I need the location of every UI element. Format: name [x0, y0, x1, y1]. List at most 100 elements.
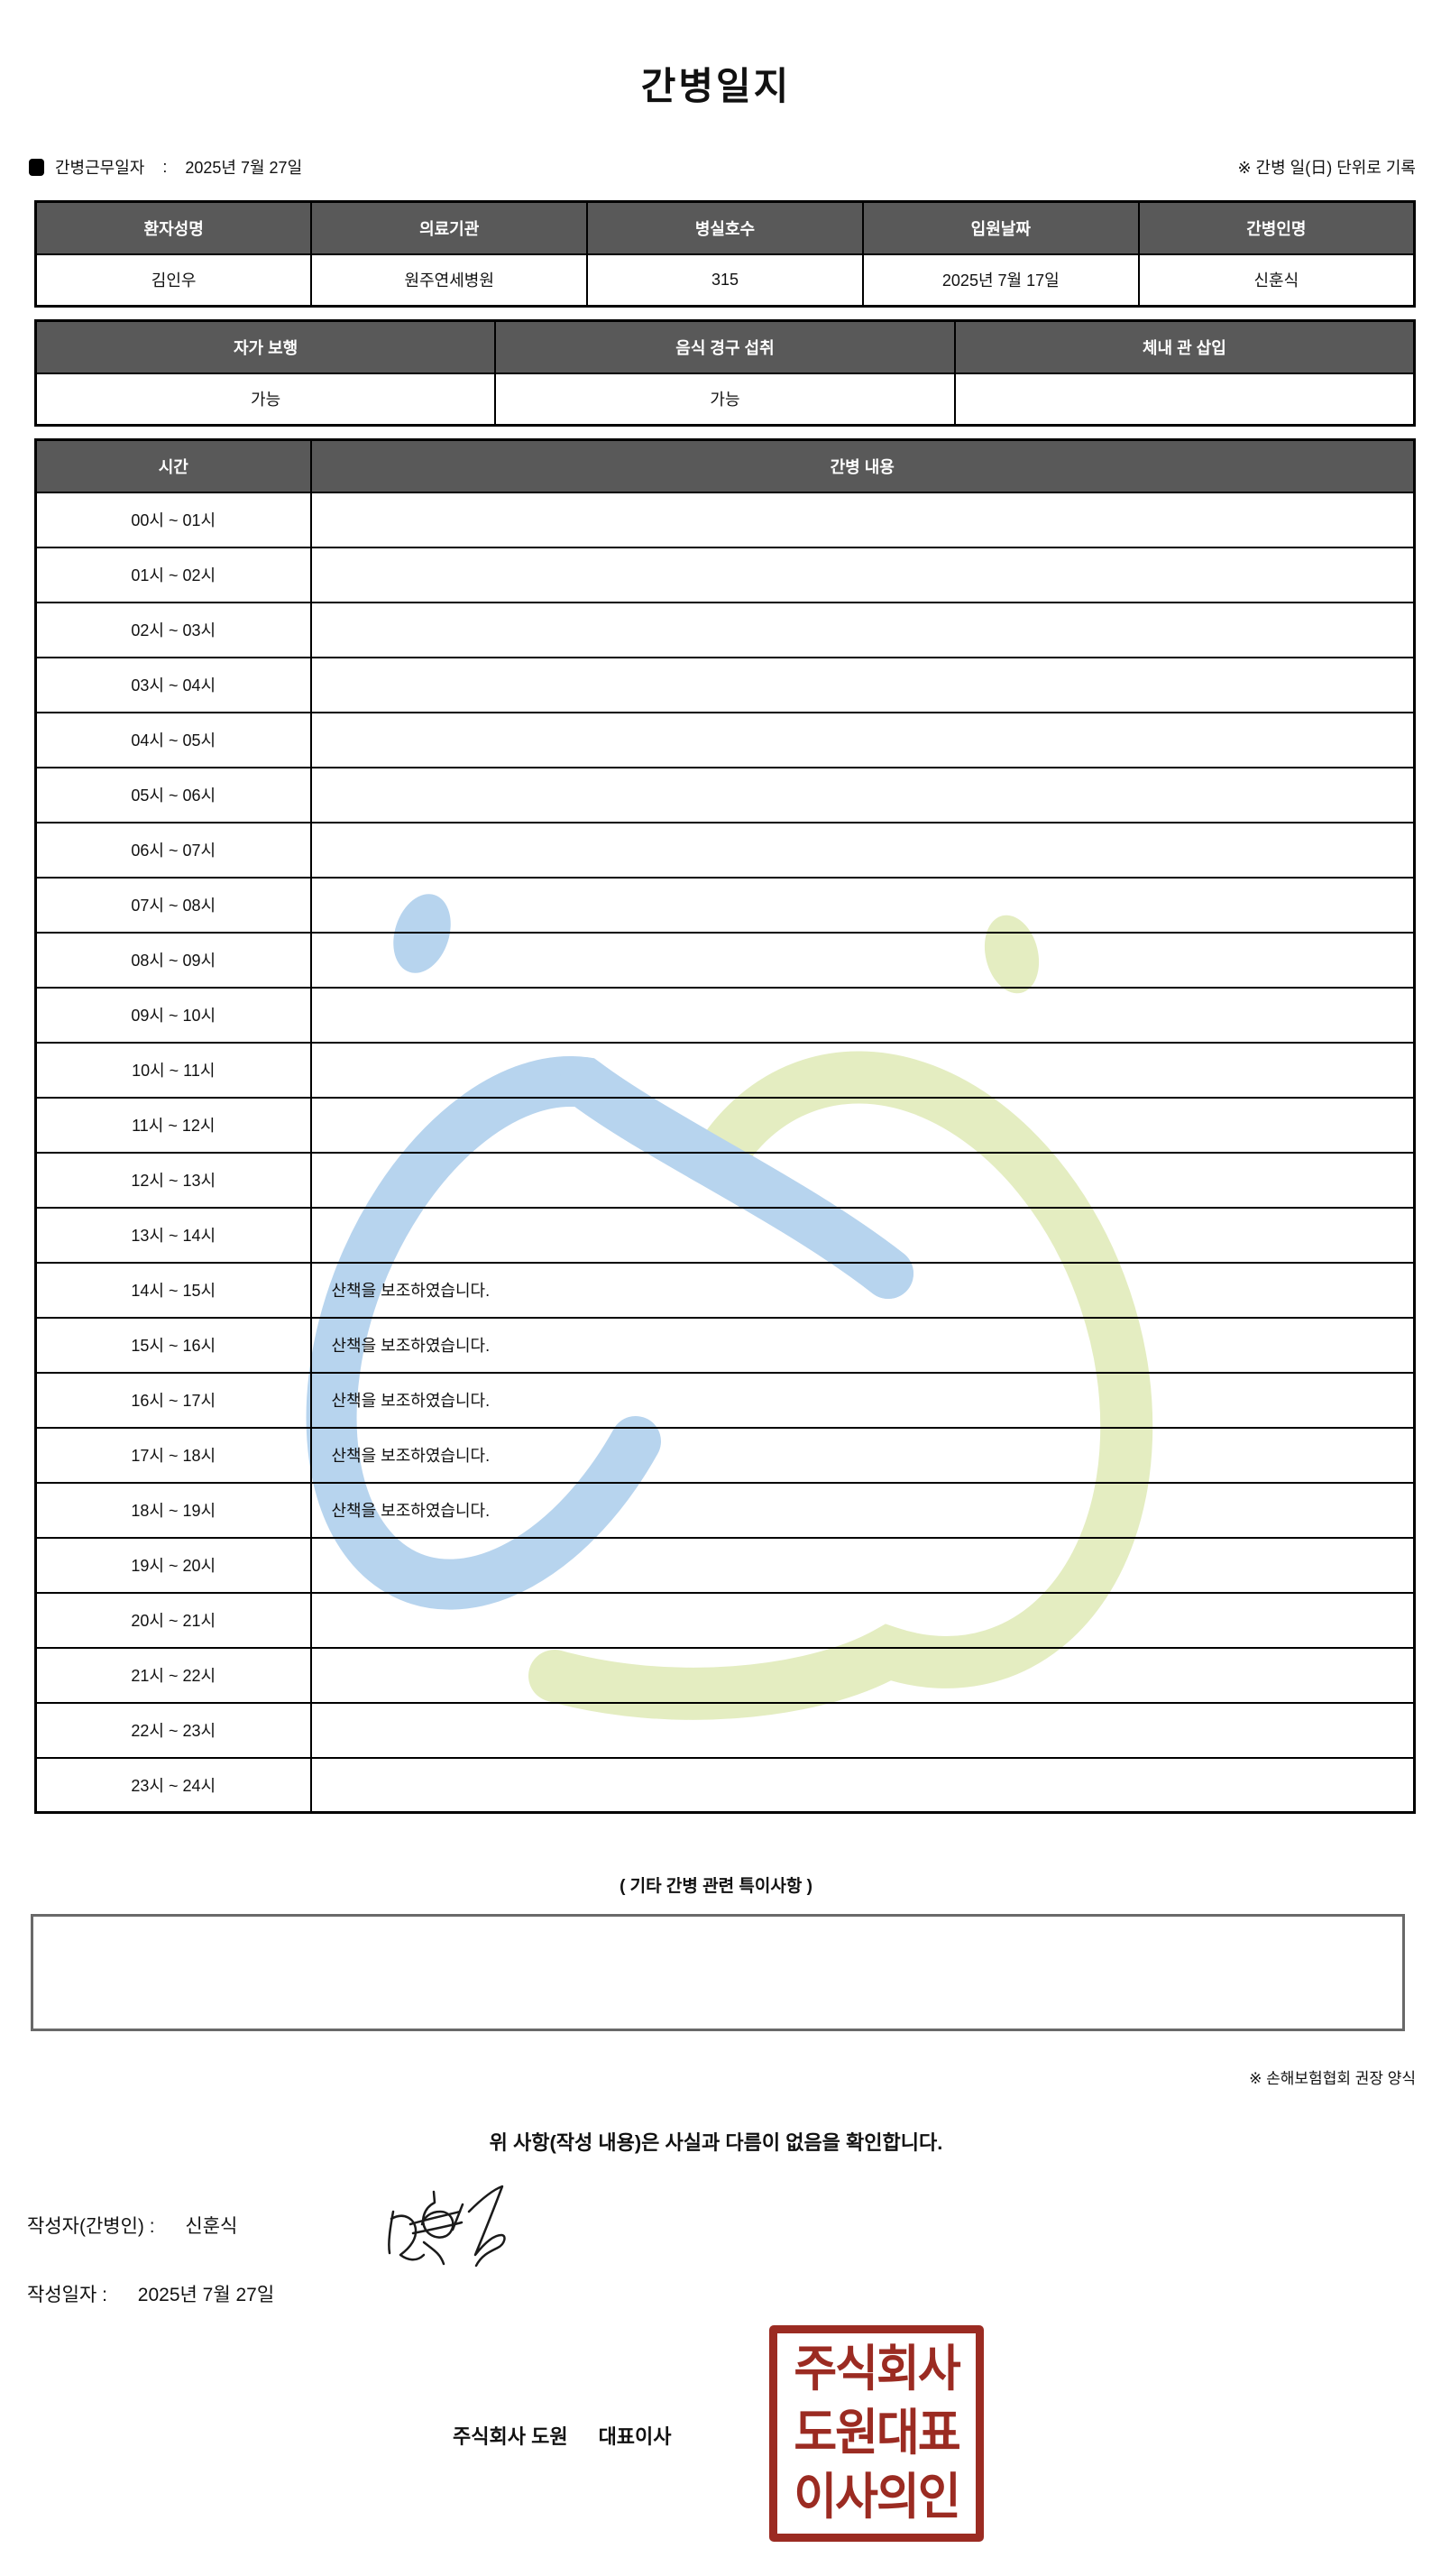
stamp-row: 주식회사	[794, 2341, 960, 2397]
table-row: 19시 ~ 20시	[34, 1536, 1416, 1594]
caregiver-name-value: 신훈식	[1137, 253, 1416, 308]
care-content-cell	[309, 1646, 1416, 1704]
table-row: 23시 ~ 24시	[34, 1756, 1416, 1814]
table-row: 09시 ~ 10시	[34, 986, 1416, 1044]
time-cell: 04시 ~ 05시	[34, 711, 312, 768]
table-row: 13시 ~ 14시	[34, 1206, 1416, 1264]
time-cell: 23시 ~ 24시	[34, 1756, 312, 1814]
caregiver-signature	[388, 2185, 506, 2268]
writer-label: 작성자(간병인) :	[27, 2216, 155, 2237]
written-date-value: 2025년 7월 27일	[137, 2285, 275, 2305]
table-row: 18시 ~ 19시 산책을 보조하였습니다.	[34, 1481, 1416, 1539]
corporate-seal-stamp: 주식회사 도원대표 이사의인	[769, 2325, 984, 2542]
table-row: 가능 가능	[34, 372, 1416, 427]
patient-name-value: 김인우	[34, 253, 313, 308]
writer-name: 신훈식	[185, 2216, 238, 2237]
time-cell: 17시 ~ 18시	[34, 1426, 312, 1484]
caregiver-name-header: 간병인명	[1137, 200, 1416, 255]
time-cell: 08시 ~ 09시	[34, 931, 312, 989]
table-row: 00시 ~ 01시	[34, 491, 1416, 548]
care-content-cell: 산책을 보조하였습니다.	[309, 1426, 1416, 1484]
time-cell: 02시 ~ 03시	[34, 601, 312, 658]
care-log-table: 시간 간병 내용 00시 ~ 01시 01시 ~ 02시 02시 ~ 03시 0…	[34, 438, 1416, 1814]
table-header-row: 자가 보행 음식 경구 섭취 체내 관 삽입	[34, 319, 1416, 374]
care-content-cell	[309, 1206, 1416, 1264]
colon: :	[162, 157, 168, 176]
care-content-cell	[309, 931, 1416, 989]
written-date-line: 작성일자 : 2025년 7월 27일	[27, 2280, 274, 2307]
time-cell: 09시 ~ 10시	[34, 986, 312, 1044]
care-content-cell	[309, 491, 1416, 548]
company-name: 주식회사 도원	[453, 2425, 568, 2448]
table-row: 22시 ~ 23시	[34, 1701, 1416, 1759]
table-row: 02시 ~ 03시	[34, 601, 1416, 658]
care-work-date-label: 간병근무일자	[55, 159, 145, 177]
care-content-cell	[309, 546, 1416, 603]
time-cell: 13시 ~ 14시	[34, 1206, 312, 1264]
table-row: 17시 ~ 18시 산책을 보조하였습니다.	[34, 1426, 1416, 1484]
table-row: 김인우 원주연세병원 315 2025년 7월 17일 신훈식	[34, 253, 1416, 308]
table-row: 01시 ~ 02시	[34, 546, 1416, 603]
time-cell: 00시 ~ 01시	[34, 491, 312, 548]
care-work-date-line: 간병근무일자 : 2025년 7월 27일	[29, 155, 302, 179]
table-row: 10시 ~ 11시	[34, 1041, 1416, 1099]
table-row: 15시 ~ 16시 산책을 보조하였습니다.	[34, 1316, 1416, 1374]
internal-tube-header: 체내 관 삽입	[953, 319, 1416, 374]
room-number-header: 병실호수	[586, 200, 864, 255]
care-content-cell: 산책을 보조하였습니다.	[309, 1316, 1416, 1374]
table-row: 08시 ~ 09시	[34, 931, 1416, 989]
time-header: 시간	[34, 438, 312, 493]
care-content-cell: 산책을 보조하였습니다.	[309, 1481, 1416, 1539]
patient-status-table: 자가 보행 음식 경구 섭취 체내 관 삽입 가능 가능	[34, 319, 1416, 427]
room-number-value: 315	[586, 253, 864, 308]
medical-institution-value: 원주연세병원	[310, 253, 589, 308]
table-row: 21시 ~ 22시	[34, 1646, 1416, 1704]
stamp-row: 이사의인	[794, 2470, 960, 2526]
care-content-cell	[309, 1756, 1416, 1814]
care-content-cell	[309, 1041, 1416, 1099]
time-cell: 05시 ~ 06시	[34, 766, 312, 823]
care-content-cell	[309, 766, 1416, 823]
time-cell: 06시 ~ 07시	[34, 821, 312, 879]
time-cell: 12시 ~ 13시	[34, 1151, 312, 1209]
table-row: 12시 ~ 13시	[34, 1151, 1416, 1209]
table-row: 03시 ~ 04시	[34, 656, 1416, 713]
table-row: 05시 ~ 06시	[34, 766, 1416, 823]
medical-institution-header: 의료기관	[310, 200, 589, 255]
care-content-cell	[309, 656, 1416, 713]
form-footnote: ※ 손해보험협회 권장 양식	[1249, 2070, 1416, 2087]
internal-tube-value	[953, 372, 1416, 427]
patient-info-table: 환자성명 의료기관 병실호수 입원날짜 간병인명 김인우 원주연세병원 315 …	[34, 200, 1416, 308]
stamp-row: 도원대표	[794, 2406, 960, 2461]
unit-note: ※ 간병 일(日) 단위로 기록	[1237, 159, 1416, 177]
oral-intake-header: 음식 경구 섭취	[494, 319, 956, 374]
care-content-cell: 산책을 보조하였습니다.	[309, 1261, 1416, 1319]
care-content-cell	[309, 1536, 1416, 1594]
oral-intake-value: 가능	[494, 372, 956, 427]
square-bullet-icon	[29, 158, 44, 176]
time-cell: 01시 ~ 02시	[34, 546, 312, 603]
self-walking-value: 가능	[34, 372, 497, 427]
table-row: 20시 ~ 21시	[34, 1591, 1416, 1649]
writer-line: 작성자(간병인) : 신훈식	[27, 2212, 237, 2239]
time-cell: 20시 ~ 21시	[34, 1591, 312, 1649]
page-title: 간병일지	[640, 65, 792, 107]
care-content-cell: 산책을 보조하였습니다.	[309, 1371, 1416, 1429]
time-cell: 21시 ~ 22시	[34, 1646, 312, 1704]
table-header-row: 시간 간병 내용	[34, 438, 1416, 493]
care-content-cell	[309, 986, 1416, 1044]
care-content-header: 간병 내용	[309, 438, 1416, 493]
table-row: 07시 ~ 08시	[34, 876, 1416, 934]
time-cell: 19시 ~ 20시	[34, 1536, 312, 1594]
care-content-cell	[309, 601, 1416, 658]
care-content-cell	[309, 1096, 1416, 1154]
time-cell: 11시 ~ 12시	[34, 1096, 312, 1154]
care-content-cell	[309, 821, 1416, 879]
care-content-cell	[309, 1591, 1416, 1649]
notes-box	[31, 1914, 1405, 2031]
table-row: 14시 ~ 15시 산책을 보조하였습니다.	[34, 1261, 1416, 1319]
time-cell: 07시 ~ 08시	[34, 876, 312, 934]
confirmation-statement: 위 사항(작성 내용)은 사실과 다름이 없음을 확인합니다.	[489, 2131, 943, 2154]
care-content-cell	[309, 1701, 1416, 1759]
table-row: 16시 ~ 17시 산책을 보조하였습니다.	[34, 1371, 1416, 1429]
